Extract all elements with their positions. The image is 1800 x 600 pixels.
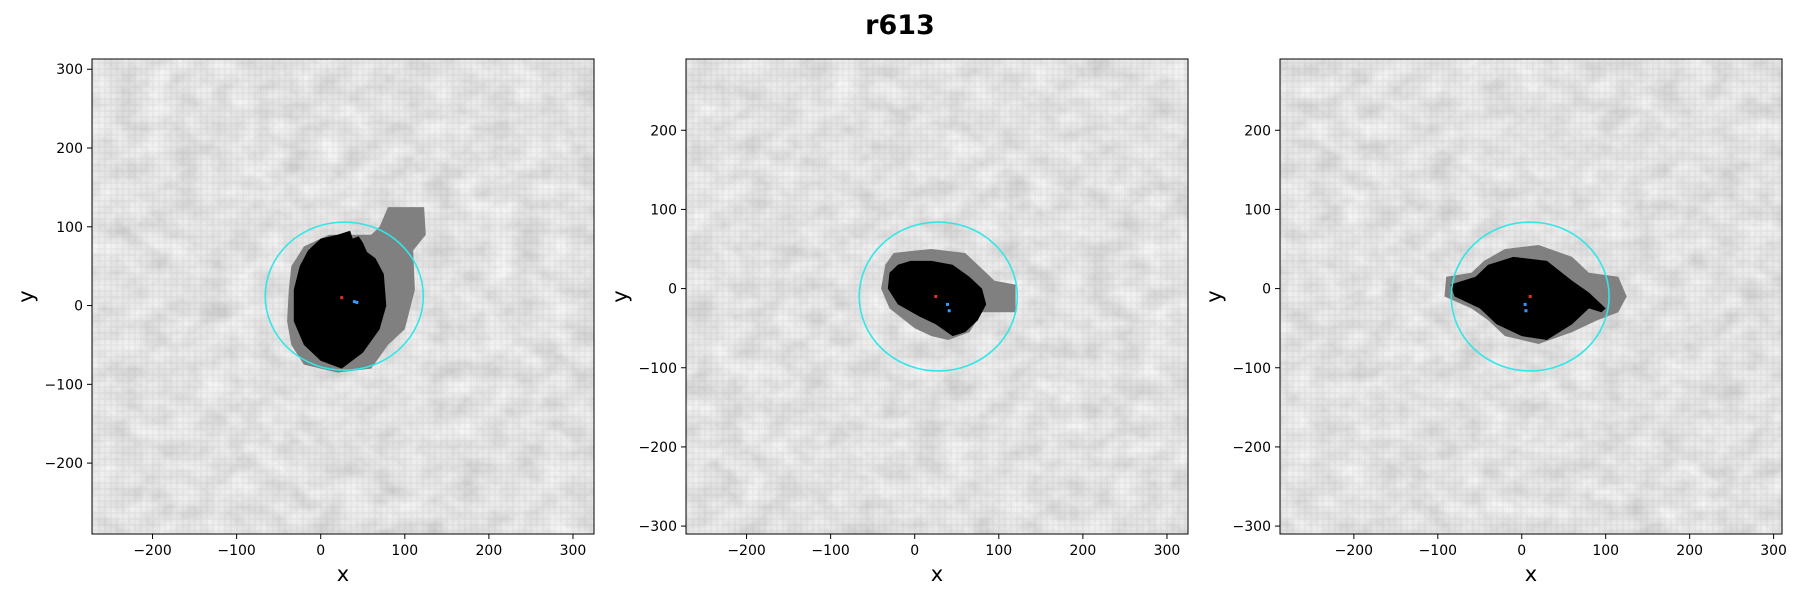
fit-circle (264, 221, 425, 371)
x-tick-label: 100 (985, 543, 1012, 559)
inner-mask-region (293, 230, 387, 369)
figure-title: r613 (865, 10, 935, 41)
center-marker-red (1528, 295, 1532, 298)
y-tick-label: 200 (1244, 123, 1271, 139)
subplot-1: −200 −100 0 100 200 300 −200 −100 0 100 200 300 x y (14, 58, 595, 586)
y-tick-label: 0 (1262, 282, 1271, 298)
center-marker-red (934, 295, 938, 298)
x-axis-label: x (931, 562, 943, 586)
y-tick-label: −200 (639, 440, 677, 456)
y-tick-label: −300 (1233, 519, 1271, 535)
y-axis-label: y (608, 290, 632, 302)
y-tick-label: 0 (74, 299, 83, 315)
inner-mask-region (1450, 256, 1606, 340)
x-tick-label: 100 (391, 543, 418, 559)
y-axis-label: y (1202, 290, 1226, 302)
image-area (686, 59, 1188, 534)
x-tick-label: −200 (1335, 543, 1373, 559)
y-tick-label: 0 (668, 282, 677, 298)
y-tick-label: −300 (639, 519, 677, 535)
y-tick-label: 100 (650, 202, 677, 218)
y-tick-label: 200 (56, 141, 83, 157)
y-tick-label: 200 (650, 123, 677, 139)
x-tick-label: 300 (560, 543, 587, 559)
x-tick-label: 100 (1592, 543, 1619, 559)
y-axis-label: y (14, 290, 38, 302)
x-tick-label: −200 (133, 543, 171, 559)
x-tick-label: 0 (1517, 543, 1526, 559)
y-tick-label: −200 (45, 456, 83, 472)
x-axis-label: x (337, 562, 349, 586)
fit-circle (858, 221, 1019, 372)
center-marker-blue-2 (1524, 309, 1528, 313)
y-tick-label: −200 (1233, 440, 1271, 456)
center-marker-blue-1 (946, 302, 950, 306)
y-tick-label: 100 (56, 220, 83, 236)
y-tick-label: −100 (1233, 361, 1271, 377)
y-tick-label: 300 (56, 62, 83, 78)
subplot-2: −200 −100 0 100 200 300 −300 −200 −100 0 100 200 x y (608, 58, 1189, 586)
x-tick-label: 0 (910, 543, 919, 559)
plot-frame (91, 58, 595, 535)
plot-frame (1279, 58, 1783, 535)
fit-circle (1450, 221, 1610, 372)
center-marker-blue-1 (352, 300, 356, 304)
plot-frame (685, 58, 1189, 535)
y-tick-label: −100 (639, 361, 677, 377)
x-tick-label: 0 (316, 543, 325, 559)
inner-mask-region (887, 260, 987, 337)
image-area (1280, 59, 1782, 534)
y-tick-label: 100 (1244, 202, 1271, 218)
x-tick-label: 300 (1760, 543, 1787, 559)
x-tick-label: −100 (811, 543, 849, 559)
x-tick-label: 200 (1676, 543, 1703, 559)
x-axis-label: x (1525, 562, 1537, 586)
center-marker-blue-2 (947, 309, 951, 313)
x-tick-label: 200 (1070, 543, 1097, 559)
center-marker-blue-1 (1523, 302, 1527, 306)
x-tick-label: −200 (727, 543, 765, 559)
center-marker-blue-2 (355, 300, 359, 304)
center-marker-red (340, 296, 344, 300)
x-tick-label: 300 (1154, 543, 1181, 559)
subplots: −200 −100 0 100 200 300−200−1000100200300xy−2… (14, 58, 1787, 586)
x-tick-label: 200 (476, 543, 503, 559)
x-tick-label: −100 (217, 543, 255, 559)
x-tick-label: −100 (1419, 543, 1457, 559)
y-tick-label: −100 (45, 377, 83, 393)
image-area (92, 59, 594, 534)
subplot-3: −200 −100 0 100 200 300 −300 −200 −100 0 100 200 x y (1202, 58, 1787, 586)
